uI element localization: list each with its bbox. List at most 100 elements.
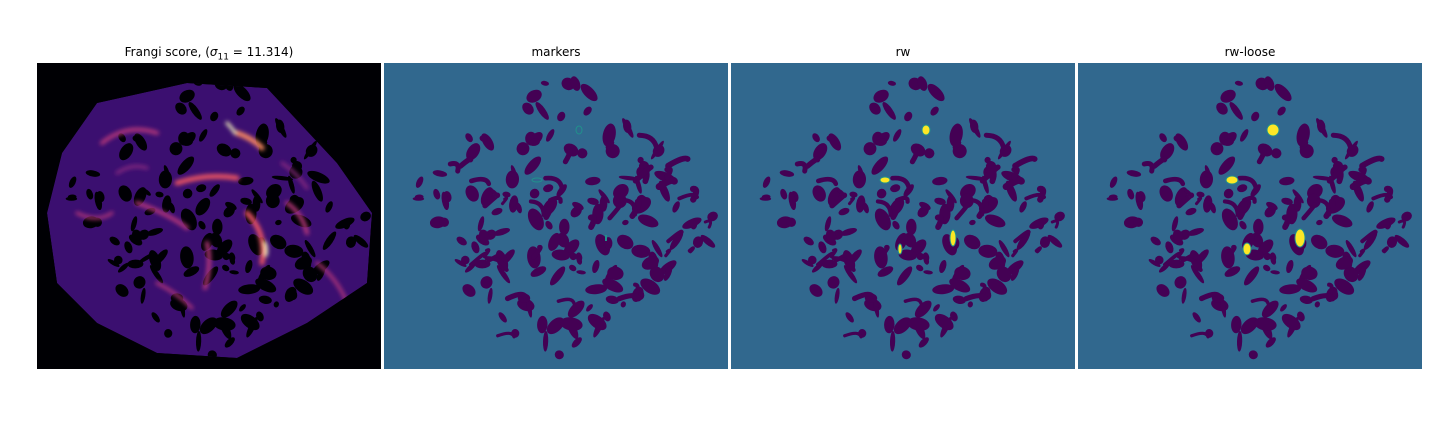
- tissue-blob: [1335, 256, 1353, 270]
- tissue-blob: [195, 331, 202, 352]
- tissue-blob: [1187, 227, 1204, 236]
- tissue-strand: [1281, 214, 1291, 230]
- tissue-blob: [1239, 220, 1247, 230]
- tissue-blob: [1297, 311, 1305, 322]
- tissue-blob: [801, 259, 814, 267]
- tissue-strand: [890, 200, 901, 220]
- frangi-score-image: [37, 63, 381, 369]
- tissue-blob: [602, 123, 616, 147]
- tissue-blob: [526, 89, 542, 103]
- tissue-blob: [1192, 312, 1201, 323]
- tissue-blob: [759, 196, 772, 201]
- tissue-blob: [834, 287, 840, 304]
- tissue-strand: [1012, 155, 1038, 169]
- tissue-blob: [1299, 295, 1313, 305]
- tissue-blob: [86, 188, 94, 200]
- rw-blobs: [759, 76, 1065, 360]
- tissue-blob: [415, 176, 424, 188]
- tissue-blob: [939, 259, 947, 274]
- tissue-blob: [1054, 211, 1065, 222]
- tissue-blob: [583, 106, 592, 116]
- tissue-blob: [456, 236, 467, 246]
- tissue-blob: [1148, 259, 1161, 267]
- tissue-blob: [1257, 239, 1274, 256]
- tissue-strand: [664, 248, 672, 258]
- tissue-blob: [530, 266, 547, 277]
- tissue-blob: [1325, 244, 1345, 258]
- tissue-strand: [1330, 132, 1354, 151]
- tissue-blob: [603, 311, 611, 322]
- panel-title-rw-loose: rw-loose: [1224, 45, 1276, 59]
- tissue-blob: [1135, 191, 1144, 211]
- tissue-blob: [910, 239, 927, 256]
- tissue-blob: [825, 229, 837, 243]
- tissue-strand: [543, 200, 554, 220]
- tissue-blob: [827, 276, 840, 289]
- tissue-strand: [636, 132, 660, 151]
- tissue-blob: [585, 176, 601, 186]
- tissue-blob: [549, 266, 566, 286]
- tissue-strand: [909, 146, 920, 165]
- tissue-blob: [874, 208, 891, 231]
- tissue-blob: [1029, 217, 1049, 229]
- tissue-blob: [179, 89, 195, 103]
- tissue-blob: [849, 191, 858, 198]
- tissue-strand: [829, 248, 838, 259]
- tissue-blob: [969, 118, 981, 138]
- tissue-blob: [487, 287, 493, 304]
- tissue-strand: [482, 248, 491, 259]
- tissue-blob: [1231, 315, 1242, 334]
- tissue-blob: [1301, 266, 1318, 281]
- tissue-blob: [682, 217, 702, 229]
- tissue-blob: [465, 133, 473, 143]
- tissue-strand: [1358, 166, 1367, 180]
- tissue-blob: [1171, 216, 1179, 232]
- tissue-blob: [508, 171, 518, 178]
- tissue-blob: [585, 284, 608, 295]
- tissue-blob: [803, 236, 814, 246]
- tissue-blob: [876, 188, 887, 199]
- tissue-blob: [498, 312, 507, 323]
- tissue-strand: [687, 246, 695, 254]
- tissue-blob: [914, 300, 932, 318]
- tissue-blob: [988, 256, 1006, 270]
- tissue-blob: [1316, 219, 1323, 226]
- tissue-strand: [1151, 156, 1168, 169]
- tissue-blob: [161, 171, 171, 178]
- tissue-blob: [212, 218, 223, 236]
- tissue-blob: [1240, 129, 1249, 142]
- tissue-strand: [851, 291, 875, 302]
- tissue-blob: [923, 270, 933, 275]
- tissue-blob: [1279, 176, 1295, 186]
- tissue-blob: [522, 102, 534, 115]
- tissue-strand: [979, 164, 1001, 184]
- tissue-blob: [107, 259, 120, 267]
- tissue-blob: [1263, 252, 1272, 261]
- tissue-blob: [1281, 197, 1293, 205]
- tissue-strand: [1326, 164, 1348, 184]
- tissue-strand: [447, 161, 461, 174]
- tissue-blob: [255, 123, 269, 147]
- tissue-blob: [1345, 240, 1357, 258]
- tissue-blob: [762, 176, 771, 188]
- tissue-blob: [294, 256, 312, 270]
- tissue-strand: [890, 175, 912, 190]
- tissue-blob: [556, 184, 567, 197]
- tissue-blob: [876, 138, 887, 146]
- tissue-blob: [92, 217, 102, 227]
- tissue-blob: [1266, 201, 1278, 211]
- tissue-blob: [576, 270, 586, 275]
- tissue-blob: [1218, 156, 1236, 175]
- panel-title-markers: markers: [531, 45, 581, 59]
- tissue-blob: [345, 236, 357, 248]
- tissue-strand: [1178, 256, 1203, 272]
- tissue-blob: [700, 234, 716, 248]
- tissue-strand: [816, 176, 839, 187]
- tissue-blob: [978, 244, 998, 258]
- rw-image: [731, 63, 1075, 369]
- tissue-blob: [1296, 278, 1318, 293]
- tissue-blob: [560, 317, 583, 331]
- tissue-blob: [637, 214, 659, 228]
- markers-image: [384, 63, 728, 369]
- tissue-blob: [669, 231, 684, 250]
